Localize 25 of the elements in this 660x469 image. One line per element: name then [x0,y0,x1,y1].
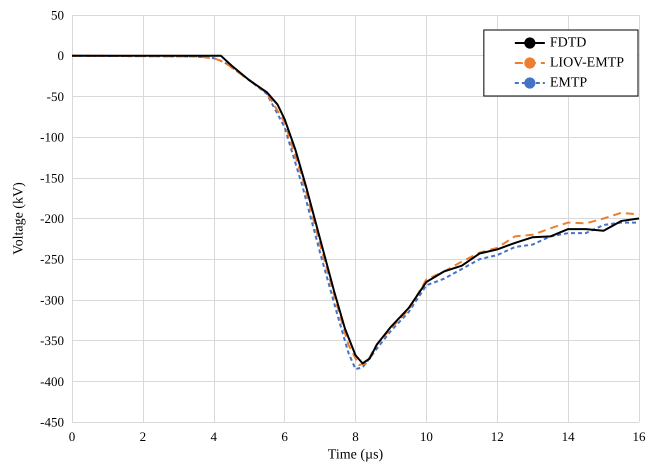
x-tick-label: 14 [562,429,576,444]
y-tick-label: 50 [51,8,64,22]
x-tick-label: 16 [632,429,646,444]
legend-label: FDTD [550,36,586,50]
y-tick-label: -250 [40,252,64,267]
y-tick-label: -450 [40,414,64,430]
y-tick-label: -200 [40,211,64,226]
legend-label: LIOV-EMTP [550,56,624,70]
x-tick-label: 8 [352,429,359,444]
x-tick-label: 6 [281,429,288,444]
y-tick-label: -350 [40,333,64,348]
y-tick-label: -100 [40,130,64,145]
y-tick-label: 0 [58,48,64,64]
x-tick-label: 2 [140,429,146,444]
y-tick-label: -50 [46,88,64,104]
y-tick-label: -400 [40,374,64,389]
y-tick-label: -300 [40,292,64,308]
y-axis-title: Voltage (kV) [12,182,26,255]
x-tick-label: 0 [68,429,76,444]
x-tick-label: 12 [490,429,504,444]
x-tick-label: 10 [420,429,433,444]
x-axis-title: Time (µs) [328,447,384,462]
y-tick-label: -150 [40,170,64,186]
legend-label: EMTP [550,76,588,90]
x-tick-label: 4 [210,429,218,444]
